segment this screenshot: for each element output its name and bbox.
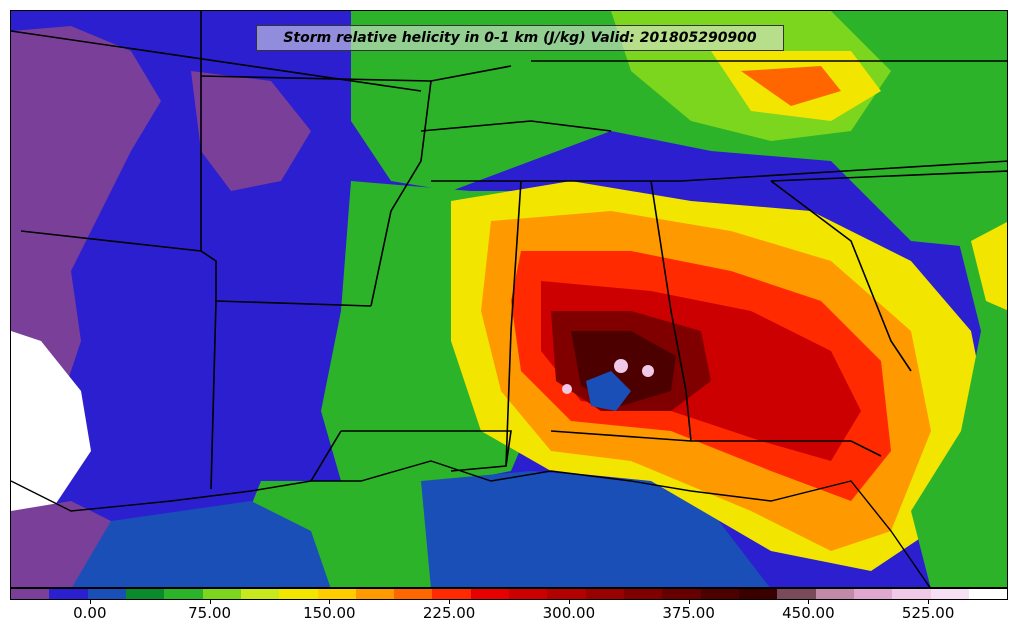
state-boundaries (11, 11, 1007, 490)
colorbar-segment (892, 589, 931, 599)
colorbar-segment (279, 589, 318, 599)
colorbar-segment (394, 589, 433, 599)
colorbar-segment (777, 589, 816, 599)
map-title: Storm relative helicity in 0-1 km (J/kg)… (283, 30, 757, 46)
colorbar (10, 588, 1008, 600)
colorbar-label: 375.00 (662, 604, 715, 622)
gulf-coastline (11, 460, 931, 587)
colorbar-label: 75.00 (188, 604, 232, 622)
colorbar-tick (688, 600, 690, 604)
colorbar-tick (329, 600, 331, 604)
colorbar-tick (568, 600, 570, 604)
core-blue-eye (586, 371, 631, 411)
colorbar-segment (202, 589, 241, 599)
colorbar-segment (700, 589, 739, 599)
colorbar-label: 300.00 (542, 604, 596, 622)
map-title-box: Storm relative helicity in 0-1 km (J/kg)… (256, 25, 784, 51)
plains-purple-area (191, 71, 311, 191)
colorbar-segment (624, 589, 663, 599)
colorbar-tick (449, 600, 451, 604)
colorbar-tick (209, 600, 211, 604)
core-pink-cell-2 (642, 365, 654, 377)
colorbar-segment (547, 589, 586, 599)
east-coast-yellow (971, 222, 1007, 311)
colorbar-segment (125, 589, 165, 599)
colorbar-tick (89, 600, 91, 604)
east-coast-green (911, 191, 1007, 587)
helicity-map (11, 11, 1007, 587)
colorbar-segment (11, 589, 50, 599)
core-pink-cell-3 (562, 384, 572, 394)
colorbar-segment (49, 589, 88, 599)
map-panel: Storm relative helicity in 0-1 km (J/kg)… (10, 10, 1008, 588)
colorbar-segment (355, 589, 395, 599)
colorbar-labels: 0.00 75.00 150.00 225.00 300.00 375.00 450.00 5… (10, 600, 1008, 630)
colorbar-tick (808, 600, 810, 604)
colorbar-segment (164, 589, 203, 599)
colorbar-segment (317, 589, 356, 599)
colorbar-segment (240, 589, 280, 599)
colorbar-segment (585, 589, 624, 599)
colorbar-tick (928, 600, 930, 604)
central-gulf-blue (421, 471, 770, 587)
colorbar-segment (738, 589, 778, 599)
colorbar-segment (968, 589, 1008, 599)
colorbar-segment (509, 589, 548, 599)
colorbar-segment (662, 589, 701, 599)
colorbar-label: 0.00 (73, 604, 107, 622)
northern-orange-patch (741, 66, 841, 106)
colorbar-segment (930, 589, 969, 599)
colorbar-label: 525.00 (901, 604, 955, 622)
colorbar-label: 450.00 (782, 604, 835, 622)
core-pink-cell-1 (614, 359, 628, 373)
colorbar-segment (432, 589, 471, 599)
colorbar-segment (87, 589, 126, 599)
western-white-area (11, 331, 91, 531)
colorbar-label: 225.00 (422, 604, 476, 622)
colorbar-segment (815, 589, 854, 599)
colorbar-label: 150.00 (303, 604, 356, 622)
colorbar-segment (853, 589, 893, 599)
gulf-blue-area (72, 501, 331, 587)
colorbar-segment (470, 589, 510, 599)
